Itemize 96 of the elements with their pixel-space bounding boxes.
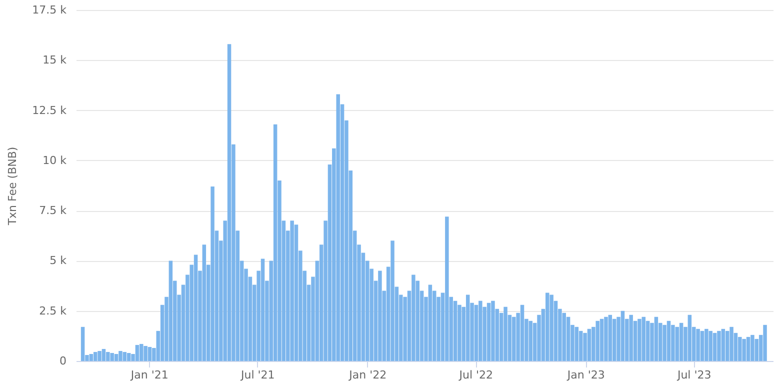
bar	[679, 322, 684, 361]
bar	[638, 318, 642, 361]
y-tick-label: 0	[60, 354, 66, 368]
y-tick-label: 12.5 k	[32, 104, 68, 117]
bar	[528, 320, 532, 361]
bar	[453, 300, 458, 361]
bar	[662, 324, 666, 361]
bar	[148, 346, 152, 361]
bar	[725, 330, 730, 361]
bar	[742, 338, 746, 361]
bar	[654, 316, 658, 361]
bar	[730, 326, 734, 361]
x-tick-label: Jan '21	[130, 368, 168, 382]
bar	[445, 216, 449, 361]
bar	[98, 350, 102, 361]
bar	[290, 220, 294, 361]
bar	[466, 294, 470, 361]
bar	[135, 344, 140, 361]
x-tick-label: Jul '23	[676, 368, 712, 382]
bar	[721, 328, 726, 361]
bar	[600, 318, 604, 361]
bar	[596, 320, 600, 361]
y-axis-title: Txn Fee (BNB)	[6, 146, 20, 226]
bar	[688, 314, 692, 361]
bar	[666, 320, 671, 361]
bar	[144, 346, 148, 361]
bar	[717, 330, 721, 361]
bar	[122, 352, 127, 361]
bar	[140, 344, 144, 361]
bar	[708, 330, 712, 361]
bar	[675, 326, 679, 361]
bar	[712, 332, 717, 361]
y-tick-label: 7.5 k	[39, 204, 68, 218]
bar	[273, 124, 278, 361]
bar	[260, 258, 265, 361]
bar	[578, 330, 583, 361]
x-tick-label: Jan '22	[348, 368, 387, 382]
bar	[642, 316, 646, 361]
bar	[566, 316, 570, 361]
x-tick-label: Jul '21	[240, 368, 275, 382]
bar	[458, 304, 462, 361]
bar	[106, 352, 110, 361]
bar	[754, 338, 759, 361]
bar	[574, 326, 579, 361]
bar	[110, 352, 114, 361]
bar	[671, 324, 675, 361]
bar	[486, 302, 491, 361]
bar	[546, 292, 550, 361]
bar	[620, 310, 625, 361]
bar	[512, 316, 516, 361]
bar	[93, 352, 98, 361]
y-tick-label: 15 k	[42, 54, 68, 67]
bar	[227, 44, 232, 361]
bar	[704, 328, 708, 361]
bar	[474, 304, 478, 361]
bar	[390, 240, 394, 361]
bar	[629, 314, 633, 361]
bar	[202, 244, 206, 361]
y-tick-label: 17.5 k	[32, 4, 68, 16]
bar	[491, 300, 495, 361]
bar	[378, 270, 382, 361]
bar	[294, 224, 298, 361]
bar	[587, 328, 592, 361]
y-tick-label: 10 k	[42, 154, 68, 167]
bar	[738, 336, 742, 361]
bar	[583, 332, 587, 361]
bar	[520, 304, 524, 361]
bar	[102, 348, 106, 361]
bar	[604, 316, 608, 361]
bar	[550, 294, 554, 361]
x-tick-label: Jan '23	[566, 368, 605, 382]
bar	[118, 350, 122, 361]
bar	[700, 330, 704, 361]
y-tick-label: 2.5 k	[39, 304, 68, 318]
x-tick-label: Jul '22	[458, 368, 494, 382]
bar	[126, 352, 131, 361]
bar	[428, 284, 432, 361]
bar	[562, 312, 566, 361]
bar	[746, 336, 750, 361]
bar	[210, 186, 214, 361]
bar	[194, 254, 198, 361]
bar	[646, 320, 650, 361]
bar	[750, 334, 754, 361]
y-tick-label: 5 k	[50, 254, 68, 268]
bar	[696, 328, 700, 361]
bar	[504, 306, 508, 361]
bar	[612, 318, 616, 361]
bar	[114, 354, 118, 361]
bar	[608, 314, 612, 361]
bar	[478, 300, 482, 361]
bar	[763, 324, 767, 361]
bar	[336, 94, 340, 361]
bar	[89, 354, 94, 361]
bar	[80, 326, 85, 361]
bar	[168, 260, 173, 361]
bar	[412, 274, 416, 361]
